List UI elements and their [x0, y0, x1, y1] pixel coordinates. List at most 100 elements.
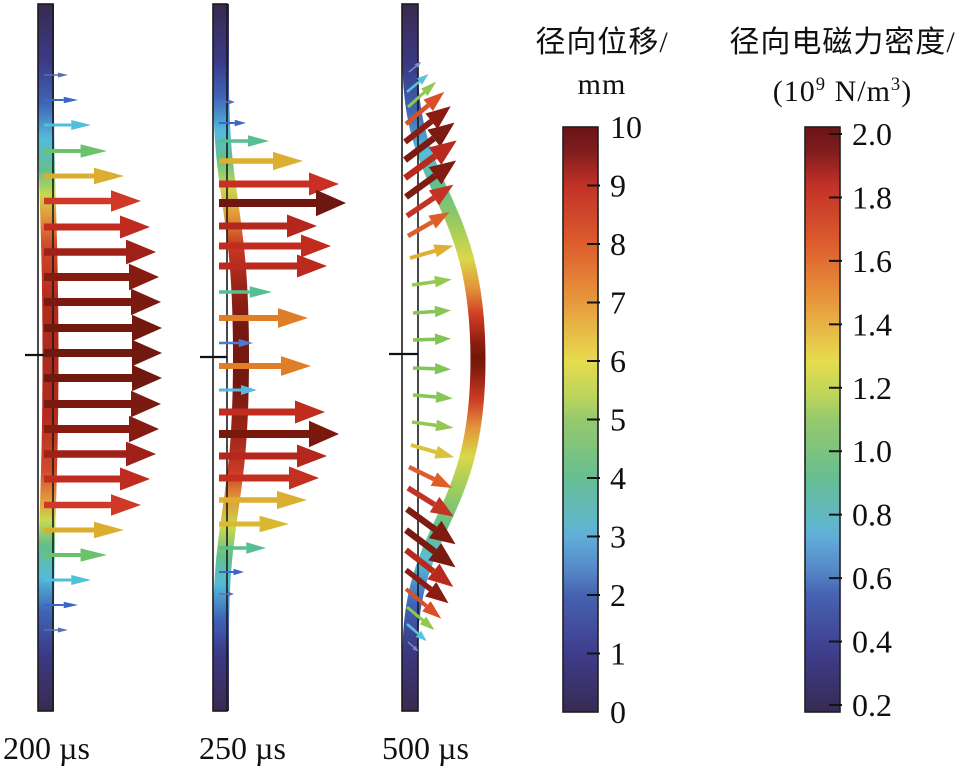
- time-label-250us: 250 µs: [199, 730, 286, 766]
- force-arrow-head: [281, 356, 311, 376]
- force-arrow-shaft: [411, 280, 436, 287]
- force-colorbar-title: 径向电磁力密度/ (109 N/m3): [708, 22, 977, 113]
- force-arrow-shaft: [404, 567, 433, 592]
- force-arrow-head: [131, 390, 161, 418]
- force-arrow-head: [71, 575, 91, 585]
- force-arrow-head: [132, 364, 162, 392]
- displacement-tick-label: 1: [610, 636, 626, 672]
- force-arrow-head: [80, 144, 107, 158]
- displacement-tick-label: 9: [610, 168, 626, 204]
- force-tick-label: 1.4: [852, 306, 892, 342]
- force-arrow-head: [126, 239, 156, 265]
- force-arrow-head: [297, 254, 327, 278]
- force-arrow-head: [278, 308, 308, 328]
- force-arrow-shaft: [409, 248, 436, 260]
- displacement-tick-label: 6: [610, 343, 626, 379]
- force-arrow-head: [241, 385, 257, 395]
- displacement-colorbar-title: 径向位移/ mm: [518, 22, 686, 106]
- force-arrow-head: [419, 616, 435, 631]
- force-arrow-head: [248, 135, 269, 147]
- force-tick-label: 1.6: [852, 243, 892, 279]
- force-arrow-head: [80, 548, 107, 562]
- force-arrow-shaft: [406, 605, 424, 622]
- force-tick-label: 1.8: [852, 179, 892, 215]
- force-arrow-shaft: [404, 547, 436, 574]
- force-arrow-head: [289, 466, 319, 490]
- force-arrow-head: [273, 151, 303, 171]
- displacement-tick-label: 7: [610, 285, 626, 321]
- force-arrow-shaft: [403, 135, 436, 163]
- force-arrow-head: [295, 400, 325, 424]
- force-arrow-shaft: [403, 118, 434, 145]
- force-tick-label: 1.2: [852, 370, 892, 406]
- force-arrow-head: [132, 339, 162, 367]
- force-arrow-head: [434, 445, 455, 459]
- displacement-title-text: 径向位移/: [535, 26, 669, 59]
- force-arrow-head: [301, 234, 331, 258]
- force-arrow-head: [228, 99, 235, 105]
- force-arrow-head: [435, 391, 453, 403]
- force-arrow-shaft: [404, 103, 430, 126]
- force-arrow-shaft: [407, 641, 415, 648]
- force-arrow-shaft: [406, 80, 421, 93]
- displacement-tick-label: 8: [610, 226, 626, 262]
- force-arrow-head: [433, 244, 454, 258]
- force-arrow-head: [131, 288, 161, 316]
- force-arrow-head: [71, 120, 91, 130]
- force-arrow-shaft: [412, 393, 437, 399]
- force-arrow-shaft: [412, 337, 436, 342]
- force-arrow-head: [94, 521, 124, 539]
- force-arrow-head: [277, 490, 307, 510]
- force-arrow-shaft: [408, 65, 417, 73]
- force-arrow-head: [227, 591, 234, 597]
- force-arrow-head: [414, 61, 422, 68]
- force-arrow-shaft: [406, 623, 420, 635]
- force-arrow-head: [94, 167, 124, 185]
- force-arrow-shaft: [410, 443, 437, 455]
- force-arrow-head: [126, 441, 156, 467]
- force-arrow-head: [429, 496, 454, 517]
- force-arrow-head: [111, 190, 141, 212]
- force-arrow-head: [246, 542, 266, 554]
- force-arrow-head: [434, 362, 451, 375]
- force-arrow-head: [434, 333, 451, 346]
- force-arrow-head: [297, 444, 327, 468]
- force-arrow-head: [234, 119, 246, 127]
- force-arrow-head: [423, 91, 445, 112]
- force-arrow-head: [63, 601, 78, 609]
- force-tick-label: 1.0: [852, 433, 892, 469]
- force-tick-label: 0.8: [852, 497, 892, 533]
- force-arrow-head: [129, 263, 159, 291]
- force-arrow-shaft: [412, 309, 436, 315]
- force-arrow-head: [132, 314, 162, 342]
- force-arrow-head: [425, 106, 451, 130]
- force-arrow-head: [57, 627, 68, 633]
- time-label-200us: 200 µs: [3, 730, 90, 766]
- force-tick-label: 2.0: [852, 116, 892, 152]
- force-arrow-head: [427, 563, 454, 587]
- force-arrow-head: [259, 515, 289, 533]
- force-arrow-head: [430, 472, 453, 489]
- force-arrow-head: [309, 172, 339, 196]
- force-arrow-head: [120, 215, 150, 239]
- force-arrow-head: [434, 305, 451, 318]
- force-arrow-head: [428, 543, 456, 568]
- time-label-500us: 500 µs: [382, 730, 469, 766]
- force-arrow-head: [120, 467, 150, 491]
- force-arrow-head: [129, 415, 159, 443]
- force-arrow-head: [63, 96, 78, 104]
- displacement-tick-label: 4: [610, 460, 626, 496]
- force-arrow-head: [425, 582, 449, 604]
- force-arrow-shaft: [406, 485, 437, 507]
- force-arrow-head: [434, 276, 452, 288]
- force-arrow-head: [435, 419, 454, 432]
- force-arrow-head: [111, 494, 141, 516]
- force-tick-label: 0.2: [852, 687, 892, 723]
- force-arrow-shaft: [411, 420, 437, 428]
- force-arrow-shaft: [408, 464, 436, 482]
- force-arrow-shaft: [403, 153, 437, 181]
- force-arrow-shaft: [406, 220, 434, 238]
- force-arrow-head: [428, 212, 450, 229]
- force-unit-text: (109 N/m3): [772, 74, 913, 108]
